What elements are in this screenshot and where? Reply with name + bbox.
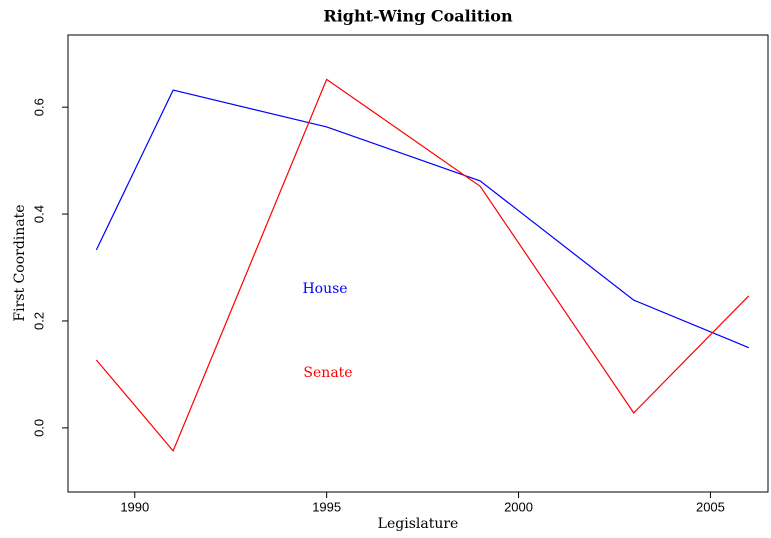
- series-line: [95, 78, 750, 452]
- y-tick-label: 0.4: [31, 205, 46, 223]
- y-tick-label: 0.2: [31, 312, 46, 330]
- x-tick-label: 2000: [504, 499, 533, 514]
- series-label: Senate: [303, 365, 352, 381]
- series-label: House: [302, 281, 347, 297]
- plot-frame: [67, 34, 769, 493]
- y-axis-label: First Coordinate: [12, 204, 28, 321]
- series-line: [95, 89, 750, 349]
- x-tick-label: 1995: [312, 499, 341, 514]
- y-tick-label: 0.0: [31, 419, 46, 437]
- x-tick-label: 1990: [120, 499, 149, 514]
- x-tick-label: 2005: [696, 499, 725, 514]
- x-axis-label: Legislature: [378, 516, 459, 532]
- y-tick-label: 0.6: [31, 98, 46, 116]
- chart-title: Right-Wing Coalition: [323, 7, 513, 26]
